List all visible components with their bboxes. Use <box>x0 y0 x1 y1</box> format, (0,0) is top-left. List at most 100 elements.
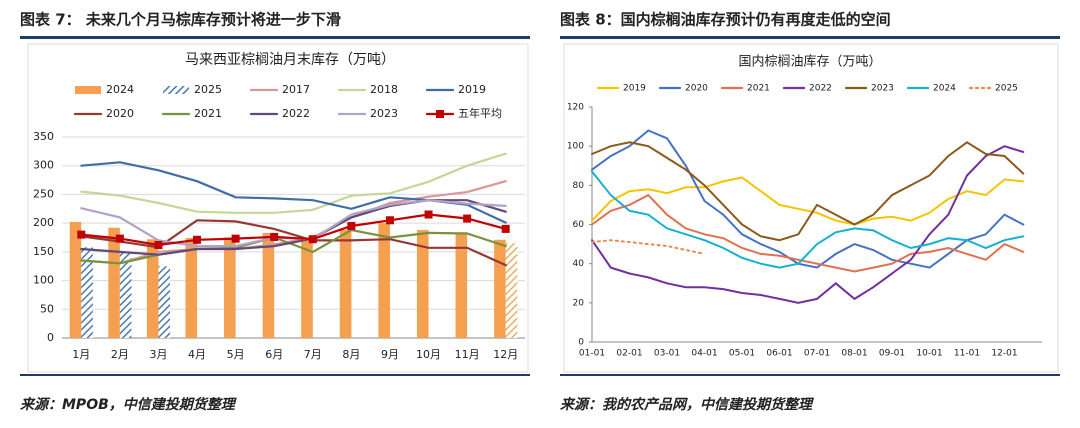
figure-source: 来源：我的农产品网，中信建投期货整理 <box>560 396 814 413</box>
marker <box>154 240 163 249</box>
y-tick-label: 250 <box>33 187 54 200</box>
legend-label: 2024 <box>933 84 956 94</box>
marker <box>77 230 86 239</box>
x-tick-label: 4月 <box>188 348 206 361</box>
series-line <box>80 213 507 247</box>
legend-marker <box>436 110 444 118</box>
y-tick-label: 20 <box>573 298 585 308</box>
bar <box>158 266 171 338</box>
x-tick-label: 03-01 <box>654 349 680 359</box>
legend-label: 2023 <box>370 107 398 120</box>
legend-label: 2020 <box>106 107 134 120</box>
legend-label: 2019 <box>458 83 486 96</box>
x-tick-label: 05-01 <box>729 349 755 359</box>
legend-label: 2021 <box>747 84 770 94</box>
y-tick-label: 100 <box>33 274 54 287</box>
bar <box>146 239 159 338</box>
series-line <box>80 180 507 265</box>
bar <box>185 238 198 338</box>
figure-caption: 图表 8：国内棕榈油库存预计仍有再度走低的空间 <box>560 11 891 29</box>
series-line <box>591 170 1025 269</box>
marker <box>347 222 356 231</box>
legend-swatch <box>163 86 189 94</box>
y-tick-label: 100 <box>567 142 584 152</box>
y-tick-label: 50 <box>40 302 54 315</box>
legend-swatch <box>75 86 101 94</box>
y-tick-label: 200 <box>33 216 54 229</box>
chart-title: 国内棕榈油库存（万吨） <box>738 54 881 70</box>
bar <box>494 239 506 338</box>
figure-caption: 图表 7： 未来几个月马棕库存预计将进一步下滑 <box>20 11 341 29</box>
x-tick-label: 5月 <box>227 348 245 361</box>
legend-label: 2018 <box>370 83 398 96</box>
marker <box>231 234 240 243</box>
legend-label: 五年平均 <box>458 106 502 120</box>
marker <box>308 235 317 244</box>
bar <box>455 232 468 338</box>
x-tick-label: 10-01 <box>916 349 942 359</box>
legend-label: 2025 <box>194 83 222 96</box>
figure-source: 来源：MPOB，中信建投期货整理 <box>20 396 237 413</box>
marker <box>501 224 510 233</box>
bar <box>505 243 518 338</box>
y-tick-label: 40 <box>573 259 585 269</box>
legend-label: 2022 <box>282 107 310 120</box>
y-tick-label: 300 <box>33 159 54 172</box>
series-line <box>591 129 1025 269</box>
marker <box>115 234 124 243</box>
chart-title: 马来西亚棕榈油月末库存（万吨） <box>185 52 395 68</box>
x-tick-label: 11月 <box>455 348 480 361</box>
x-tick-label: 3月 <box>149 348 167 361</box>
x-tick-label: 6月 <box>265 348 283 361</box>
x-tick-label: 07-01 <box>804 349 830 359</box>
rule <box>20 36 530 39</box>
y-tick-label: 80 <box>573 181 585 191</box>
bar <box>262 232 275 338</box>
x-tick-label: 01-01 <box>579 349 605 359</box>
series-line <box>591 193 1025 273</box>
x-tick-label: 02-01 <box>616 349 642 359</box>
bar <box>108 227 120 338</box>
x-tick-label: 9月 <box>381 348 399 361</box>
x-tick-label: 11-01 <box>954 349 980 359</box>
marker <box>270 232 279 241</box>
x-tick-label: 08-01 <box>841 349 867 359</box>
rule <box>560 374 1060 376</box>
y-tick-label: 350 <box>33 130 54 143</box>
bar <box>119 251 132 338</box>
y-tick-label: 60 <box>573 220 585 230</box>
bar <box>81 247 93 338</box>
x-tick-label: 09-01 <box>879 349 905 359</box>
bar <box>301 238 313 338</box>
x-tick-label: 04-01 <box>691 349 717 359</box>
x-tick-label: 8月 <box>342 348 360 361</box>
x-tick-label: 12月 <box>493 348 518 361</box>
marker <box>385 216 394 225</box>
bar <box>416 230 429 338</box>
chart-frame <box>27 43 529 373</box>
rule <box>560 36 1060 39</box>
x-tick-label: 2月 <box>111 348 129 361</box>
series-line <box>80 219 507 267</box>
series-line <box>80 161 507 224</box>
legend-label: 2020 <box>685 84 708 94</box>
x-tick-label: 12-01 <box>991 349 1017 359</box>
legend-label: 2017 <box>282 83 310 96</box>
series-line <box>591 145 1025 304</box>
y-tick-label: 120 <box>567 103 584 113</box>
marker <box>463 214 472 223</box>
marker <box>193 235 202 244</box>
series-line <box>591 176 1025 226</box>
chart-frame <box>563 43 1059 373</box>
series-line <box>80 152 507 214</box>
x-tick-label: 06-01 <box>766 349 792 359</box>
rule <box>20 374 530 376</box>
legend-label: 2021 <box>194 107 222 120</box>
bar <box>224 237 236 338</box>
bar <box>339 230 352 338</box>
series-line <box>80 199 507 256</box>
y-tick-label: 0 <box>47 331 54 344</box>
series-line <box>80 228 507 265</box>
legend-label: 2025 <box>995 84 1018 94</box>
